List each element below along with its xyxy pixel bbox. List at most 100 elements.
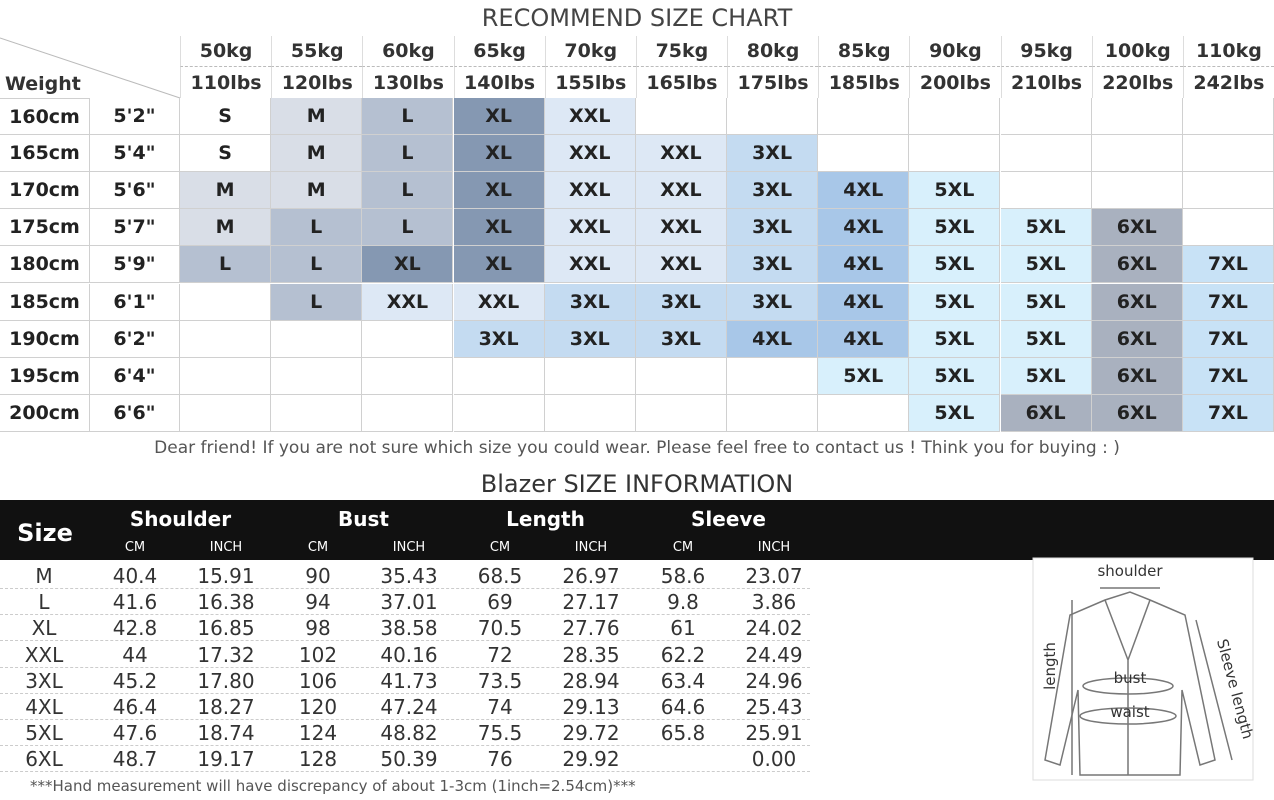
- size-cell: 5XL: [1000, 320, 1092, 358]
- size-cell: 4XL: [818, 209, 910, 247]
- weight-lbs: 242lbs: [1182, 67, 1274, 98]
- unit: CM: [124, 539, 146, 555]
- measure: 128: [298, 747, 338, 772]
- weight-lbs: 220lbs: [1091, 67, 1183, 98]
- size-cell: 7XL: [1182, 394, 1274, 432]
- size-cell: 3XL: [727, 246, 819, 284]
- row-line: [0, 614, 810, 616]
- size-cell: 5XL: [909, 394, 1001, 432]
- size-cell: XXL: [544, 135, 636, 173]
- size-cell: 7XL: [1182, 320, 1274, 358]
- size-cell: 5XL: [1000, 283, 1092, 321]
- weight-lbs: 155lbs: [544, 67, 636, 98]
- measure: 94: [305, 590, 331, 615]
- unit: INCH: [757, 539, 791, 555]
- size-cell: 4XL: [818, 246, 910, 284]
- measure: 47.24: [380, 695, 438, 719]
- measure: 61: [670, 616, 696, 641]
- size-cell: M: [271, 98, 363, 136]
- size-cell: XXL: [362, 283, 454, 321]
- size-cell: 6XL: [1091, 246, 1183, 284]
- measure: [638, 746, 728, 772]
- measure: 16.85: [197, 616, 255, 641]
- measure: 25.43: [745, 695, 803, 719]
- size-cell: S: [180, 135, 272, 173]
- size-cell: XXL: [453, 283, 545, 321]
- measure: 74: [487, 695, 513, 719]
- measure: 29.72: [562, 721, 620, 746]
- height-ft: 6'6": [90, 394, 180, 432]
- size-cell: 4XL: [818, 283, 910, 321]
- row-line: [0, 588, 810, 589]
- diagram-label: shoulder: [1097, 562, 1163, 580]
- size-cell: L: [362, 98, 454, 136]
- size-cell: XL: [453, 135, 545, 173]
- size-cell: [1091, 135, 1183, 173]
- size-cell: L: [271, 283, 363, 321]
- size-cell: 7XL: [1182, 357, 1274, 395]
- size-cell: M: [180, 209, 272, 247]
- measure: 5XL: [25, 721, 63, 746]
- measure: 44: [122, 642, 148, 667]
- row-line: [0, 666, 810, 668]
- measure: 45.2: [112, 668, 158, 693]
- height-cm: 175cm: [0, 209, 90, 247]
- measure: 29.92: [562, 747, 620, 772]
- column-header: Bust: [338, 507, 389, 531]
- measure: 17.80: [197, 668, 255, 693]
- size-cell: 6XL: [1091, 394, 1183, 432]
- weight-kg: 90kg: [909, 36, 1001, 67]
- size-cell: L: [271, 246, 363, 284]
- weight-kg: 100kg: [1091, 36, 1183, 67]
- diagram-box: [1032, 557, 1254, 781]
- size-cell: 3XL: [544, 320, 636, 358]
- height-cm: 170cm: [0, 172, 90, 210]
- measure: 18.74: [197, 721, 255, 746]
- size-cell: [818, 135, 910, 173]
- measure: 68.5: [477, 564, 523, 588]
- measure: 19.17: [197, 747, 255, 772]
- weight-kg: 70kg: [544, 36, 636, 67]
- measure: 17.32: [197, 642, 255, 667]
- size-cell: 3XL: [727, 209, 819, 247]
- size-cell: [818, 98, 910, 136]
- size-cell: [635, 357, 727, 395]
- height-cm: 200cm: [0, 394, 90, 432]
- size-cell: 3XL: [453, 320, 545, 358]
- size-cell: 6XL: [1091, 283, 1183, 321]
- measure: 38.58: [380, 616, 438, 641]
- diagram-label: bust: [1113, 669, 1147, 687]
- column-header: Shoulder: [129, 507, 232, 531]
- column-header: Length: [506, 507, 585, 531]
- diagram-label: waist: [1110, 703, 1150, 721]
- measure: 4XL: [25, 695, 63, 719]
- row-line: [0, 745, 810, 747]
- weight-lbs: 185lbs: [818, 67, 909, 98]
- row-line: [0, 640, 810, 642]
- measure: 40.4: [112, 564, 158, 588]
- size-cell: 6XL: [1091, 320, 1183, 358]
- height-ft: 5'4": [90, 135, 180, 173]
- size-cell: XXL: [544, 209, 636, 247]
- size-cell: XL: [362, 246, 454, 284]
- measure: 0.00: [751, 747, 797, 772]
- size-header: Size: [17, 518, 73, 547]
- weight-kg: 110kg: [1182, 36, 1274, 67]
- size-cell: M: [271, 172, 363, 210]
- size-cell: 6XL: [1000, 394, 1092, 432]
- size-cell: [362, 394, 454, 432]
- measure: 26.97: [562, 564, 620, 588]
- height-ft: 6'2": [90, 320, 180, 358]
- measure: 50.39: [380, 747, 438, 772]
- size-cell: 5XL: [909, 283, 1001, 321]
- size-cell: [1091, 98, 1183, 136]
- size-cell: [1091, 172, 1183, 210]
- measure: 120: [298, 695, 338, 719]
- header-band: [0, 500, 1274, 560]
- size-cell: S: [180, 98, 272, 136]
- weight-lbs: 200lbs: [909, 67, 1000, 98]
- size-cell: 5XL: [1000, 246, 1092, 284]
- measure: 58.6: [660, 564, 706, 588]
- size-cell: 3XL: [635, 283, 727, 321]
- measure: 73.5: [477, 668, 523, 693]
